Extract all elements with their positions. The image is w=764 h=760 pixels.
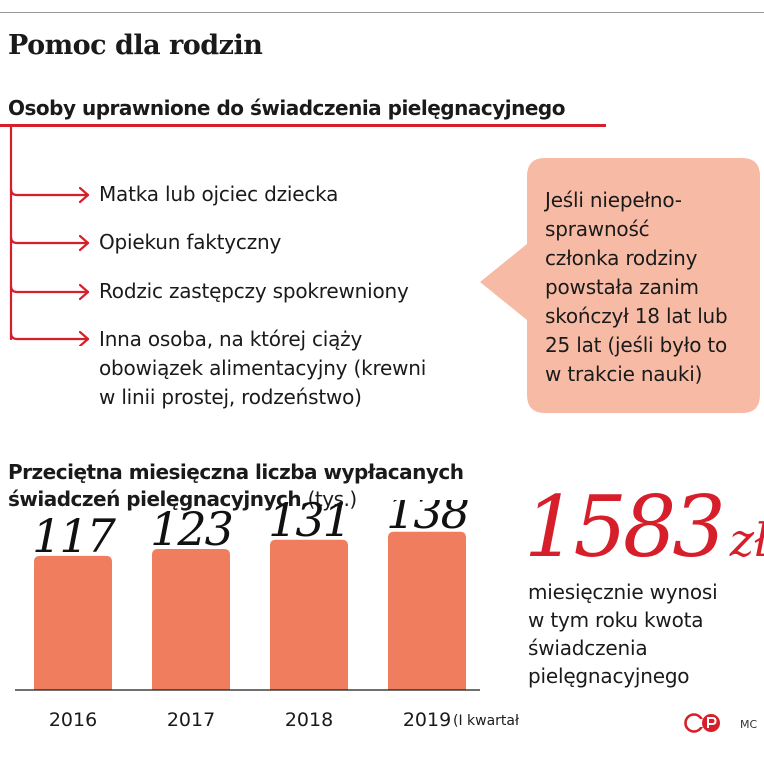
chart-title-text: świadczeń pielęgnacyjnych (8, 487, 302, 511)
eligible-person-item: Rodzic zastępczy spokrewniony (99, 277, 409, 306)
eligible-person-line: Inna osoba, na której ciąży (99, 327, 363, 351)
section-title-underline (0, 124, 606, 127)
highlight-description-line: pielęgnacyjnego (528, 664, 690, 688)
bar-chart: 117 2016 123 2017 131 2018 138 2019 (I kwartał) (15, 500, 520, 731)
callout-line: sprawność (545, 217, 650, 241)
highlight-value: 1583zł (524, 477, 764, 590)
bar-2016 (34, 555, 112, 690)
bar-value-label: 123 (150, 502, 233, 556)
chart-title-line: Przeciętna miesięczna liczba wypłacanych (8, 460, 464, 484)
chart-title: Przeciętna miesięczna liczba wypłacanych… (8, 459, 464, 513)
eligible-person-line: Rodzic zastępczy spokrewniony (99, 279, 409, 303)
bar-2018 (270, 539, 348, 690)
callout-line: Jeśli niepełno- (545, 188, 682, 212)
page-title: Pomoc dla rodzin (8, 30, 263, 61)
highlight-number: 1583 (524, 478, 726, 576)
eligible-person-item: Opiekun faktyczny (99, 228, 281, 257)
section-title: Osoby uprawnione do świadczenia pielęgna… (8, 96, 565, 120)
x-tick-label: 2017 (167, 709, 215, 731)
arrow-icon (9, 283, 90, 301)
bar-value-label: 138 (386, 500, 469, 539)
callout-bubble (480, 158, 760, 413)
callout-line: w trakcie nauki) (545, 362, 703, 386)
arrow-icon (9, 186, 90, 204)
eligible-person-line: Matka lub ojciec dziecka (99, 182, 339, 206)
eligible-person-line: obowiązek alimentacyjny (krewni (99, 356, 427, 380)
cp-publisher-logo-icon (684, 713, 720, 733)
bar-2017 (152, 548, 230, 690)
eligible-person-line: Opiekun faktyczny (99, 230, 282, 254)
arrow-icon (9, 330, 90, 346)
chart-title-line2: świadczeń pielęgnacyjnych (tys.) (8, 486, 464, 513)
eligible-person-line: w linii prostej, rodzeństwo) (99, 385, 362, 409)
eligibility-tree-connector (9, 126, 90, 346)
highlight-description: miesięcznie wynosi w tym roku kwota świa… (528, 578, 758, 690)
callout-line: skończył 18 lat lub (545, 304, 728, 328)
bar-value-label: 117 (32, 509, 117, 563)
callout-text: Jeśli niepełno- sprawność członka rodzin… (545, 186, 760, 389)
callout-line: powstała zanim (545, 275, 699, 299)
x-tick-note: (I kwartał) (453, 713, 520, 729)
x-tick-label: 2018 (285, 709, 333, 731)
highlight-description-line: miesięcznie wynosi (528, 580, 718, 604)
chart-unit: (tys.) (307, 487, 358, 511)
author-credit: MC (740, 718, 758, 731)
highlight-unit: zł (729, 513, 764, 567)
highlight-description-line: świadczenia (528, 636, 648, 660)
x-tick-label: 2016 (49, 709, 97, 731)
eligible-person-item: Matka lub ojciec dziecka (99, 180, 338, 209)
highlight-description-line: w tym roku kwota (528, 608, 704, 632)
callout-line: 25 lat (jeśli było to (545, 333, 728, 357)
callout-line: członka rodziny (545, 246, 698, 270)
x-tick-label: 2019 (403, 709, 451, 731)
top-rule (0, 12, 764, 13)
arrow-icon (9, 234, 90, 252)
bar-2019 (388, 531, 466, 690)
eligible-person-item: Inna osoba, na której ciąży obowiązek al… (99, 325, 426, 412)
bar-value-label: 131 (268, 500, 350, 547)
